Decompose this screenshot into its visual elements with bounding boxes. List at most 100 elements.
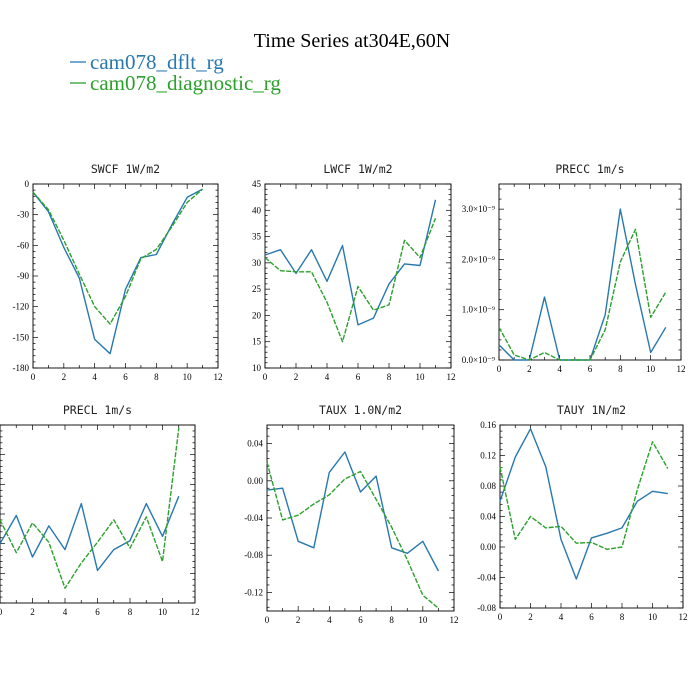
x-tick-label: 0 (497, 364, 502, 374)
plot-frame (0, 424, 196, 604)
x-tick-label: 8 (154, 372, 159, 382)
legend: cam078_dflt_rg cam078_diagnostic_rg (70, 50, 281, 95)
panel-lwcf: LWCF 1W/m2 0 2 4 6 8 10 12 10 15 20 25 30 35 40 45 (252, 162, 456, 382)
x-tick-label: 0 (498, 612, 503, 622)
y-tick-label: 0.08 (480, 481, 496, 491)
legend-label-1: cam078_dflt_rg (90, 50, 224, 74)
y-tick-label: 30 (252, 258, 262, 268)
panel-taux: TAUX 1.0N/m2 0 2 4 6 8 10 12 0.04 0.00 -0.04 -0.08 -… (244, 403, 458, 625)
y-tick-label: -0.04 (477, 573, 496, 583)
x-tick-label: 4 (557, 364, 562, 374)
x-tick-label: 8 (620, 612, 625, 622)
series-line-2 (266, 462, 439, 609)
x-tick-label: 10 (646, 364, 656, 374)
x-tick-label: 4 (327, 615, 332, 625)
x-tick-label: 0 (0, 607, 3, 617)
panel-title: LWCF 1W/m2 (323, 162, 392, 176)
y-tick-label: 0.00 (480, 542, 496, 552)
x-tick-label: 10 (418, 615, 428, 625)
panel-swcf: SWCF 1W/m2 0 2 4 6 8 10 12 0 -30 -60 -90 -120 -150 -18… (13, 162, 223, 382)
x-tick-label: 2 (30, 607, 35, 617)
y-tick-label: 0.16 (480, 420, 496, 430)
x-tick-label: 12 (679, 612, 688, 622)
x-tick-label: 10 (158, 607, 168, 617)
x-tick-label: 8 (389, 615, 394, 625)
x-tick-label: 0 (263, 372, 268, 382)
y-tick-label: 25 (252, 284, 262, 294)
x-tick-label: 0 (31, 372, 36, 382)
series-line-2 (498, 228, 667, 361)
y-tick-label: -0.04 (244, 513, 263, 523)
y-tick-label: 0.04 (247, 439, 263, 449)
y-tick-label: 0 (25, 179, 30, 189)
y-tick-label: -60 (17, 240, 29, 250)
x-tick-label: 12 (447, 372, 456, 382)
x-tick-label: 12 (191, 607, 200, 617)
x-tick-label: 2 (296, 615, 301, 625)
y-tick-label: 2.0×10⁻⁹ (462, 254, 495, 264)
y-tick-label: -0.08 (477, 603, 496, 613)
y-tick-label: -120 (13, 302, 30, 312)
x-tick-label: 2 (527, 364, 532, 374)
legend-label-2: cam078_diagnostic_rg (90, 71, 281, 95)
panel-precc: PRECC 1m/s 0 2 4 6 8 10 12 0.0×10⁻⁹ 1.0×10⁻⁹ 2.0×1… (462, 162, 686, 374)
x-tick-label: 6 (589, 612, 594, 622)
y-tick-label: -0.08 (244, 550, 263, 560)
x-tick-label: 12 (214, 372, 223, 382)
series-line-1 (0, 495, 180, 572)
x-tick-label: 4 (92, 372, 97, 382)
x-tick-label: 12 (450, 615, 459, 625)
series-line-2 (0, 427, 180, 589)
x-tick-label: 6 (358, 615, 363, 625)
series-line-1 (499, 428, 668, 580)
plot-frame (266, 424, 455, 612)
x-tick-label: 0 (265, 615, 270, 625)
x-tick-label: 2 (294, 372, 299, 382)
y-tick-label: 45 (252, 179, 262, 189)
x-tick-label: 12 (677, 364, 686, 374)
panel-title: PRECL 1m/s (63, 403, 132, 417)
y-tick-label: -0.12 (244, 587, 263, 597)
panel-tauy: TAUY 1N/m2 0 2 4 6 8 10 12 0.16 0.12 0.08 0.04 0.00 -… (477, 403, 687, 622)
x-tick-label: 10 (416, 372, 426, 382)
x-tick-label: 8 (618, 364, 623, 374)
series-line-1 (32, 188, 203, 355)
y-tick-label: 20 (252, 310, 262, 320)
series-line-2 (264, 217, 437, 343)
series-line-1 (266, 451, 440, 572)
series-line-2 (32, 188, 204, 325)
chart-panels: SWCF 1W/m2 0 2 4 6 8 10 12 0 -30 -60 -90 -120 -150 -18… (0, 162, 688, 625)
series-line-2 (499, 441, 669, 550)
x-tick-label: 8 (387, 372, 392, 382)
panel-title: PRECC 1m/s (555, 162, 624, 176)
x-tick-label: 4 (325, 372, 330, 382)
y-tick-label: -180 (13, 363, 30, 373)
x-tick-label: 10 (648, 612, 658, 622)
x-tick-label: 8 (128, 607, 133, 617)
x-tick-label: 6 (95, 607, 100, 617)
y-tick-label: 15 (252, 337, 262, 347)
plot-frame (264, 183, 452, 369)
plot-frame (32, 183, 219, 369)
series-line-1 (498, 208, 667, 361)
x-tick-label: 10 (183, 372, 193, 382)
x-tick-label: 6 (123, 372, 128, 382)
x-tick-label: 6 (356, 372, 361, 382)
y-tick-label: 40 (252, 205, 262, 215)
y-tick-label: -90 (17, 271, 29, 281)
panel-title: SWCF 1W/m2 (91, 162, 160, 176)
x-tick-label: 2 (62, 372, 67, 382)
panel-title: TAUY 1N/m2 (557, 403, 626, 417)
series-line-1 (264, 199, 437, 326)
y-tick-label: 0.04 (480, 512, 496, 522)
figure-title: Time Series at304E,60N (254, 30, 450, 52)
y-tick-label: 0.00 (247, 476, 263, 486)
y-tick-label: 0.12 (480, 451, 496, 461)
y-tick-label: 1.0×10⁻⁹ (462, 305, 495, 315)
panel-title: TAUX 1.0N/m2 (319, 403, 402, 417)
y-tick-label: 0.0×10⁻⁹ (462, 355, 495, 365)
panel-precl: PRECL 1m/s024681012.0×10⁻⁸.0×10⁻⁸.0×10⁻⁸… (0, 403, 200, 617)
x-tick-label: 4 (559, 612, 564, 622)
y-tick-label: -30 (17, 210, 29, 220)
